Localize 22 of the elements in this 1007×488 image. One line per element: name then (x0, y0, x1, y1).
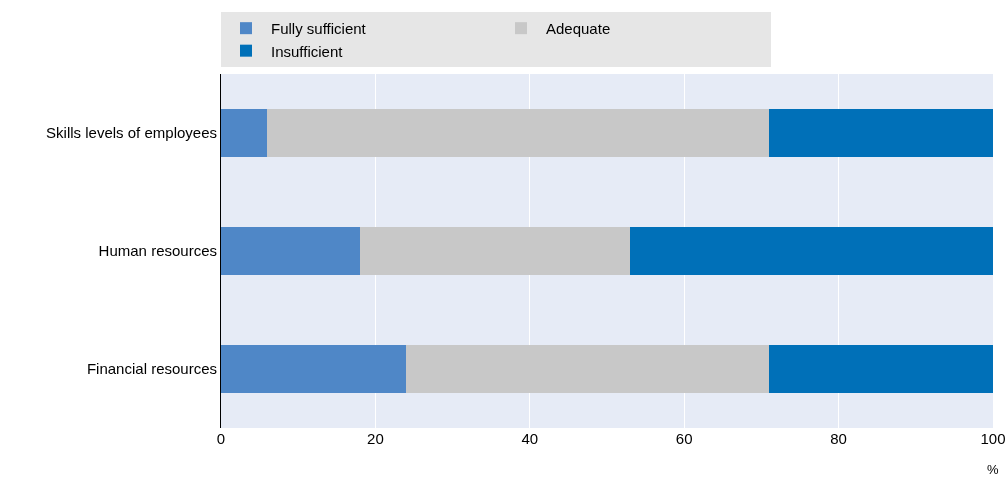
legend-label: Insufficient (271, 42, 344, 60)
bar (769, 345, 993, 393)
x-tick-label: 60 (675, 430, 693, 447)
bar (769, 109, 993, 157)
x-tick-label: 100 (980, 430, 1006, 447)
bar (221, 227, 360, 275)
x-tick-label: 40 (521, 430, 539, 447)
y-tick-label: Financial resources (86, 360, 217, 378)
y-tick-label: Human resources (98, 242, 217, 260)
bar (630, 227, 993, 275)
bar (359, 227, 631, 275)
legend-label: Adequate (546, 20, 611, 38)
bar (221, 109, 268, 157)
bar (221, 345, 407, 393)
y-tick-label: Skills levels of employees (46, 124, 217, 142)
bar (406, 345, 770, 393)
x-tick-label: 0 (216, 430, 226, 447)
bar (267, 109, 770, 157)
x-axis-title: % (987, 462, 999, 477)
x-tick-label: 80 (830, 430, 847, 447)
legend-label: Fully sufficient (271, 20, 367, 38)
x-tick-label: 20 (367, 430, 384, 447)
